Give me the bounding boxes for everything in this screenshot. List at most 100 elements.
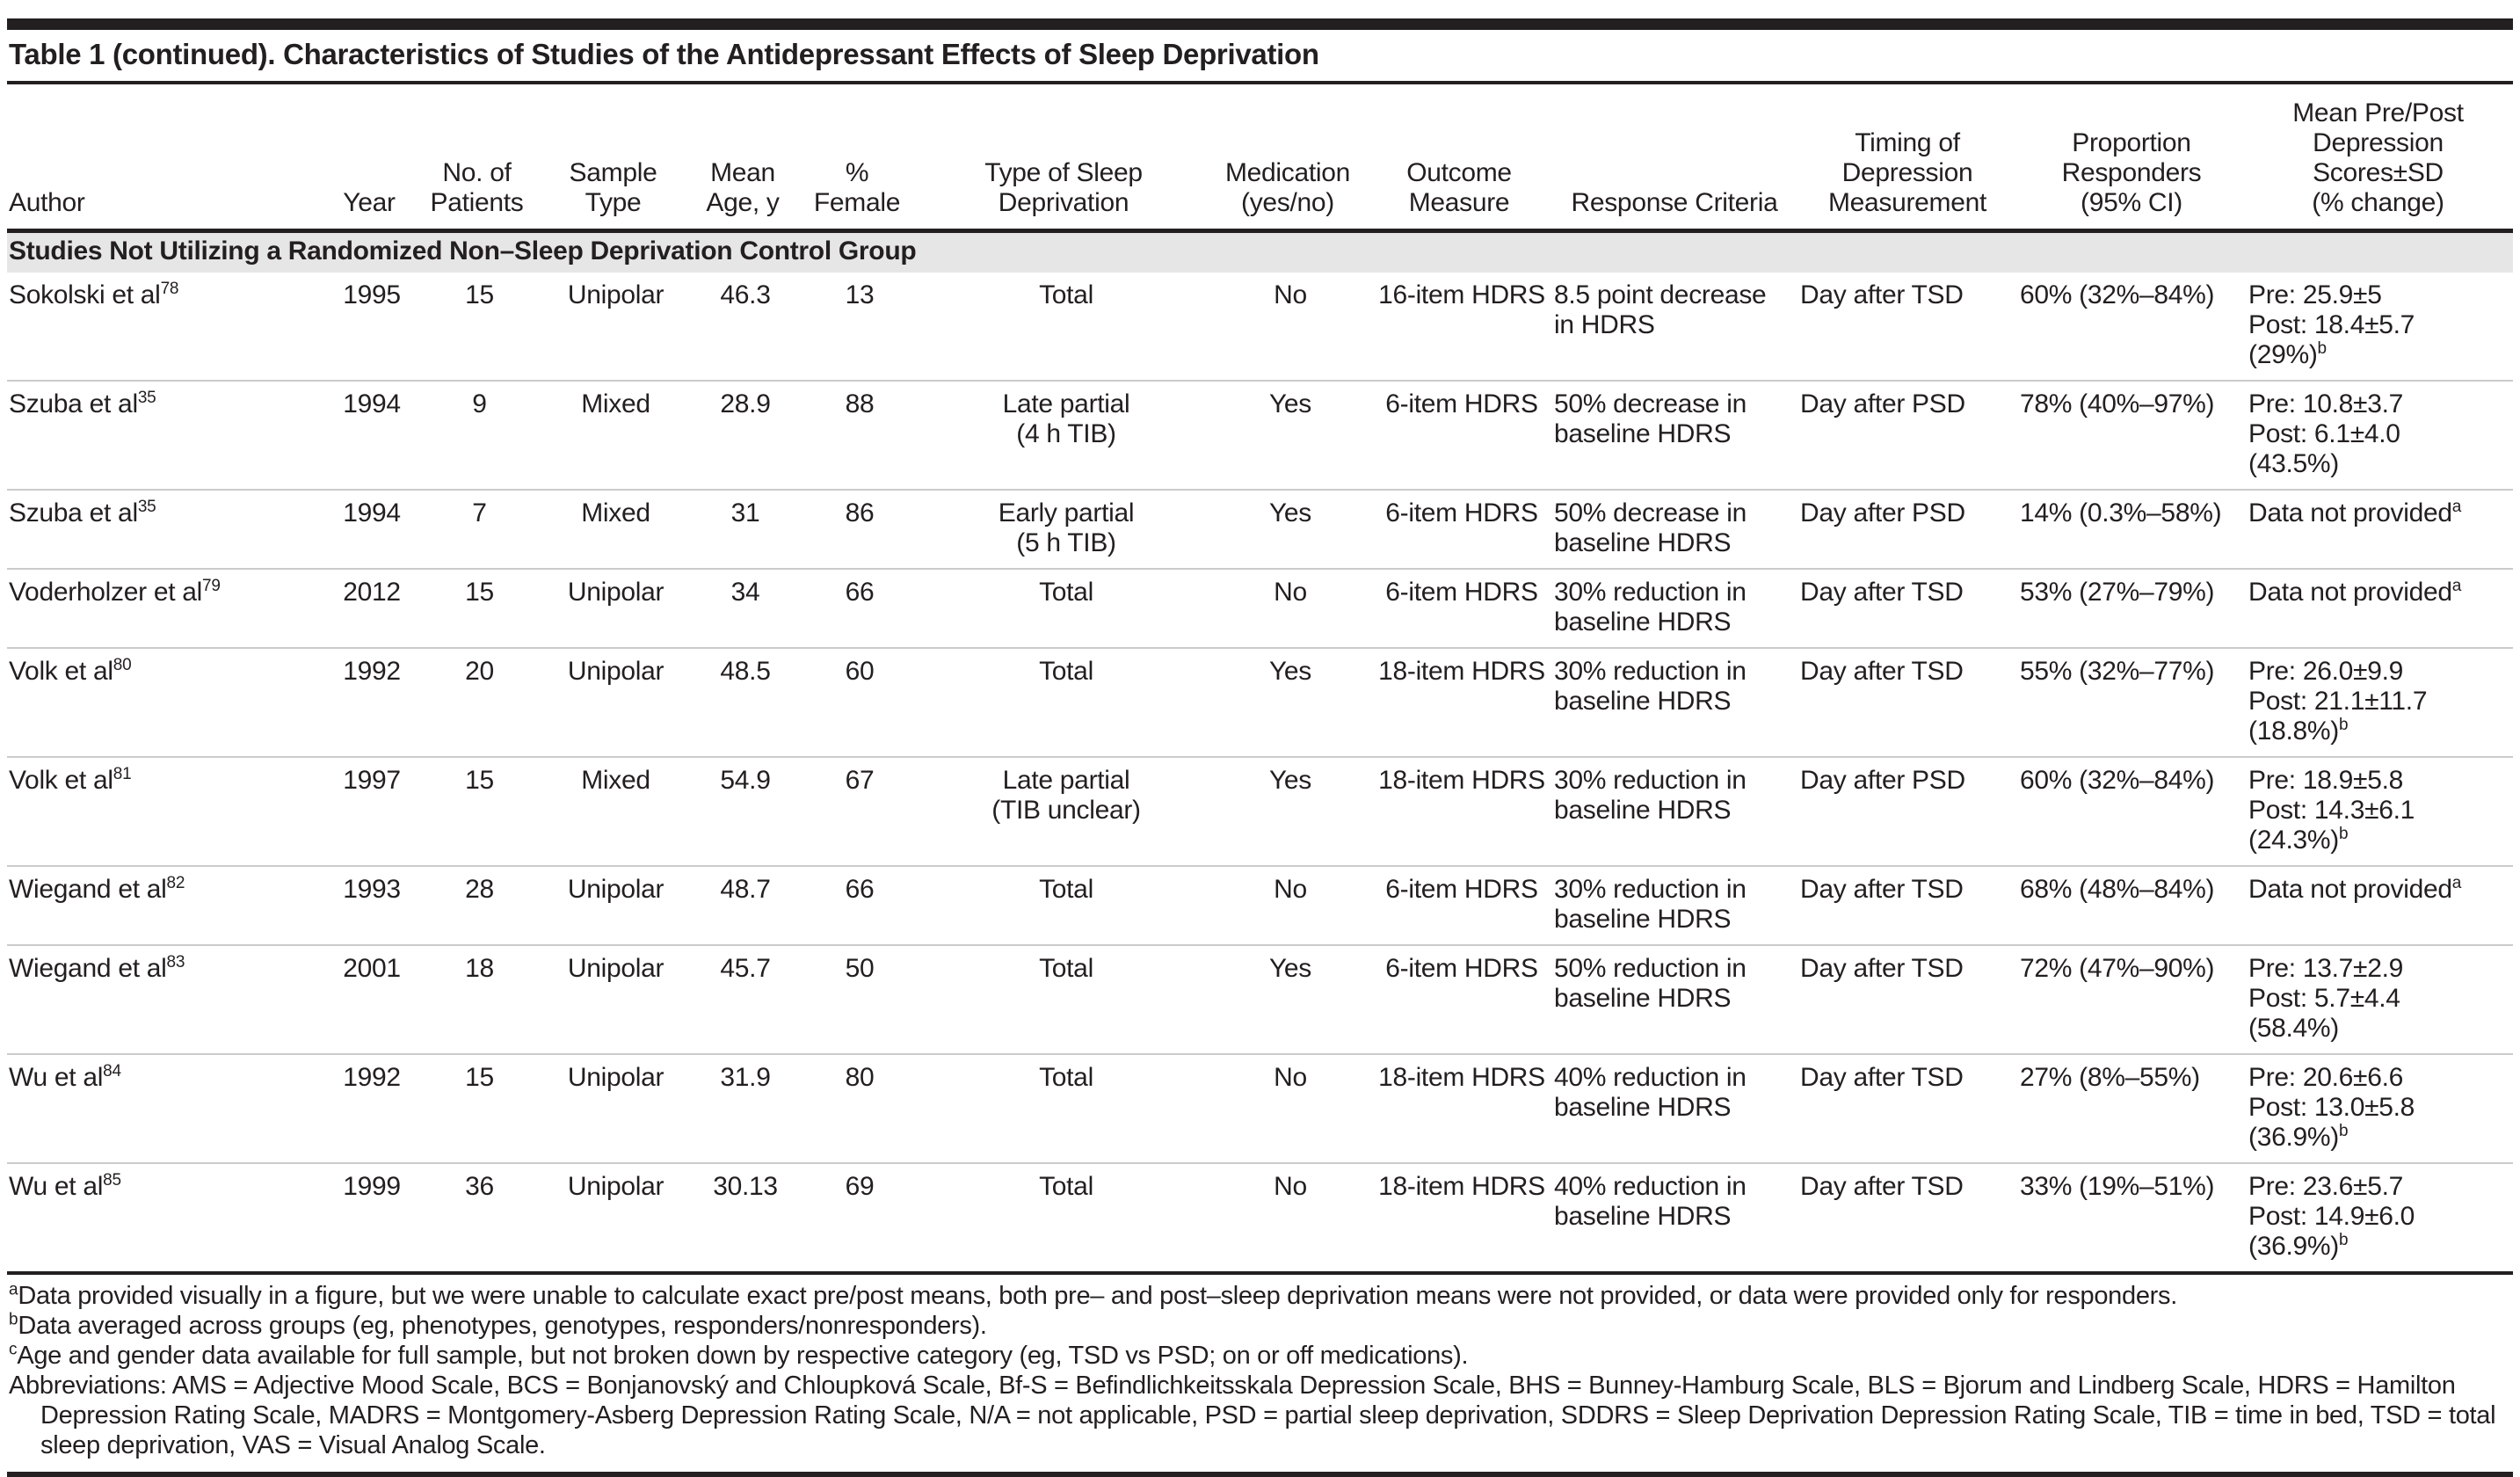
response-criteria-cell: 50% decrease in baseline HDRS (1554, 381, 1800, 491)
pct-female-cell: 88 (798, 381, 921, 491)
response-criteria-cell: 30% reduction in baseline HDRS (1554, 757, 1800, 867)
pct-female-cell: 69 (798, 1163, 921, 1275)
author-reference-number: 83 (166, 953, 185, 971)
footnote-b: bData averaged across groups (eg, phenot… (9, 1311, 2513, 1341)
footnote-a-text: Data provided visually in a figure, but … (18, 1282, 2177, 1310)
outcome-measure-cell: 6-item HDRS (1369, 945, 1554, 1055)
response-criteria-cell: 50% reduction in baseline HDRS (1554, 945, 1800, 1055)
col-header-sleep-deprivation-type: Type of Sleep Deprivation (921, 84, 1211, 233)
timing-cell: Day after TSD (1800, 945, 2020, 1055)
mean-age-cell: 45.7 (693, 945, 798, 1055)
author-name: Volk et al (9, 657, 113, 686)
proportion-responders-cell: 33% (19%–51%) (2020, 1163, 2248, 1275)
table-head: Author Year No. of Patients Sample Type … (7, 84, 2513, 233)
pct-female-cell: 13 (798, 273, 921, 382)
timing-cell: Day after TSD (1800, 648, 2020, 758)
author-cell: Szuba et al35 (7, 490, 323, 570)
pct-female-cell: 66 (798, 569, 921, 649)
sample-type-cell: Unipolar (539, 273, 693, 382)
scores-footnote-marker: a (2451, 577, 2462, 595)
scores-text: Data not provided (2248, 498, 2452, 528)
proportion-responders-cell: 55% (32%–77%) (2020, 648, 2248, 758)
scores-cell: Pre: 25.9±5 Post: 18.4±5.7 (29%)b (2248, 273, 2513, 382)
sample-type-cell: Unipolar (539, 866, 693, 946)
sample-type-cell: Unipolar (539, 569, 693, 649)
scores-text: Pre: 13.7±2.9 Post: 5.7±4.4 (58.4%) (2248, 954, 2404, 1043)
sleep-deprivation-type-cell: Late partial (4 h TIB) (921, 381, 1211, 491)
author-cell: Volk et al81 (7, 757, 323, 867)
response-criteria-cell: 50% decrease in baseline HDRS (1554, 490, 1800, 570)
scores-cell: Pre: 26.0±9.9 Post: 21.1±11.7 (18.8%)b (2248, 648, 2513, 758)
outcome-measure-cell: 6-item HDRS (1369, 569, 1554, 649)
mean-age-cell: 34 (693, 569, 798, 649)
scores-footnote-marker: b (2338, 825, 2349, 843)
outcome-measure-cell: 18-item HDRS (1369, 757, 1554, 867)
study-row: Wiegand et al82 1993 28 Unipolar 48.7 66… (7, 866, 2513, 946)
mean-age-cell: 46.3 (693, 273, 798, 382)
studies-table: Author Year No. of Patients Sample Type … (7, 84, 2513, 1275)
sleep-deprivation-type-cell: Total (921, 945, 1211, 1055)
scores-cell: Pre: 10.8±3.7 Post: 6.1±4.0 (43.5%) (2248, 381, 2513, 491)
col-header-outcome-measure: Outcome Measure (1369, 84, 1554, 233)
medication-cell: No (1211, 1054, 1369, 1164)
scores-text: Pre: 10.8±3.7 Post: 6.1±4.0 (43.5%) (2248, 389, 2404, 478)
scores-cell: Data not provideda (2248, 490, 2513, 570)
study-row: Wu et al84 1992 15 Unipolar 31.9 80 Tota… (7, 1054, 2513, 1164)
year-cell: 1994 (323, 490, 420, 570)
author-reference-number: 82 (166, 874, 185, 892)
col-header-response-criteria: Response Criteria (1554, 84, 1800, 233)
outcome-measure-cell: 6-item HDRS (1369, 490, 1554, 570)
author-cell: Volk et al80 (7, 648, 323, 758)
scores-text: Pre: 20.6±6.6 Post: 13.0±5.8 (36.9%) (2248, 1063, 2415, 1152)
author-cell: Wiegand et al83 (7, 945, 323, 1055)
author-name: Wiegand et al (9, 875, 167, 904)
pct-female-cell: 67 (798, 757, 921, 867)
author-cell: Wu et al85 (7, 1163, 323, 1275)
timing-cell: Day after TSD (1800, 1054, 2020, 1164)
pct-female-cell: 80 (798, 1054, 921, 1164)
col-header-author: Author (7, 84, 323, 233)
author-cell: Voderholzer et al79 (7, 569, 323, 649)
medication-cell: Yes (1211, 490, 1369, 570)
scores-cell: Pre: 20.6±6.6 Post: 13.0±5.8 (36.9%)b (2248, 1054, 2513, 1164)
mean-age-cell: 30.13 (693, 1163, 798, 1275)
outcome-measure-cell: 18-item HDRS (1369, 1054, 1554, 1164)
medication-cell: No (1211, 866, 1369, 946)
no-of-patients-cell: 9 (420, 381, 539, 491)
scores-text: Pre: 25.9±5 Post: 18.4±5.7 (29%) (2248, 280, 2415, 369)
scores-text: Pre: 26.0±9.9 Post: 21.1±11.7 (18.8%) (2248, 657, 2428, 746)
footnote-a: aData provided visually in a figure, but… (9, 1281, 2513, 1311)
scores-cell: Data not provideda (2248, 866, 2513, 946)
mean-age-cell: 48.5 (693, 648, 798, 758)
footnote-c: cAge and gender data available for full … (9, 1341, 2513, 1371)
no-of-patients-cell: 36 (420, 1163, 539, 1275)
footnote-c-marker: c (9, 1340, 18, 1359)
timing-cell: Day after PSD (1800, 490, 2020, 570)
author-cell: Wiegand et al82 (7, 866, 323, 946)
response-criteria-cell: 30% reduction in baseline HDRS (1554, 569, 1800, 649)
study-row: Szuba et al35 1994 7 Mixed 31 86 Early p… (7, 490, 2513, 570)
scores-text: Pre: 18.9±5.8 Post: 14.3±6.1 (24.3%) (2248, 766, 2415, 855)
author-name: Szuba et al (9, 498, 138, 528)
scores-cell: Data not provideda (2248, 569, 2513, 649)
sleep-deprivation-type-cell: Total (921, 866, 1211, 946)
author-reference-number: 85 (103, 1171, 121, 1190)
sleep-deprivation-type-cell: Early partial (5 h TIB) (921, 490, 1211, 570)
scores-footnote-marker: b (2338, 1122, 2349, 1140)
no-of-patients-cell: 7 (420, 490, 539, 570)
proportion-responders-cell: 14% (0.3%–58%) (2020, 490, 2248, 570)
col-header-proportion-responders: Proportion Responders (95% CI) (2020, 84, 2248, 233)
outcome-measure-cell: 18-item HDRS (1369, 1163, 1554, 1275)
study-row: Szuba et al35 1994 9 Mixed 28.9 88 Late … (7, 381, 2513, 491)
timing-cell: Day after TSD (1800, 1163, 2020, 1275)
study-row: Wu et al85 1999 36 Unipolar 30.13 69 Tot… (7, 1163, 2513, 1275)
proportion-responders-cell: 78% (40%–97%) (2020, 381, 2248, 491)
sleep-deprivation-type-cell: Total (921, 273, 1211, 382)
page: Table 1 (continued). Characteristics of … (0, 18, 2520, 1477)
scores-cell: Pre: 13.7±2.9 Post: 5.7±4.4 (58.4%) (2248, 945, 2513, 1055)
outcome-measure-cell: 6-item HDRS (1369, 381, 1554, 491)
sample-type-cell: Unipolar (539, 648, 693, 758)
proportion-responders-cell: 53% (27%–79%) (2020, 569, 2248, 649)
year-cell: 1993 (323, 866, 420, 946)
no-of-patients-cell: 28 (420, 866, 539, 946)
